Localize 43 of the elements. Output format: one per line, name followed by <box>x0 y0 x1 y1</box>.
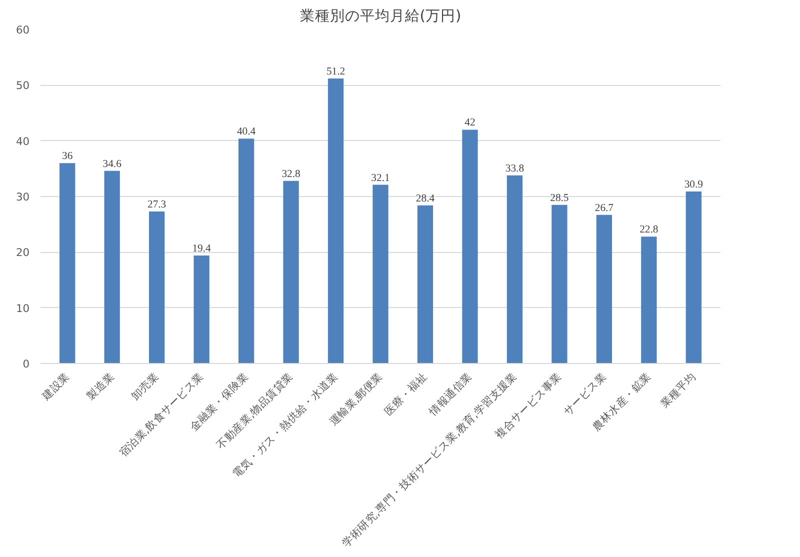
bar <box>60 163 76 364</box>
data-label: 33.8 <box>505 163 524 174</box>
bar <box>194 256 210 364</box>
y-tick-label: 40 <box>16 134 30 148</box>
data-label: 27.3 <box>147 200 166 211</box>
bar <box>506 175 523 364</box>
x-tick-label: 製造業 <box>84 370 117 402</box>
y-tick-label: 60 <box>16 24 30 36</box>
y-tick-label: 20 <box>16 246 30 260</box>
bar <box>372 184 388 364</box>
data-label: 34.6 <box>102 158 122 170</box>
bar <box>148 212 165 364</box>
y-tick-label: 30 <box>16 190 30 204</box>
y-tick-label: 50 <box>16 79 30 92</box>
x-tick-label: 建設業 <box>38 370 72 404</box>
bar <box>686 191 702 364</box>
data-label: 51.2 <box>326 66 346 78</box>
y-tick-label: 10 <box>16 302 30 315</box>
x-tick-label: 業種平均 <box>658 370 698 410</box>
data-label: 32.1 <box>371 172 390 184</box>
bar <box>641 236 657 364</box>
x-tick-label: 医療・福祉 <box>382 370 430 418</box>
data-label: 40.4 <box>236 126 256 138</box>
bar <box>462 130 478 364</box>
chart-title: 業種別の平均月給(万円) <box>300 8 462 24</box>
bar <box>328 78 344 364</box>
bar <box>104 170 120 364</box>
data-label: 28.4 <box>416 193 436 204</box>
bar <box>238 138 254 364</box>
bar <box>552 204 568 364</box>
x-tick-label: 卸売業 <box>128 370 162 402</box>
bar <box>283 180 299 364</box>
data-label: 22.8 <box>640 224 658 236</box>
data-label: 36 <box>62 151 74 162</box>
y-tick-label: 0 <box>22 358 30 370</box>
bar <box>596 214 612 364</box>
data-label: 19.4 <box>192 244 212 255</box>
data-label: 32.8 <box>282 168 300 180</box>
bar <box>417 205 434 364</box>
data-label: 30.9 <box>684 179 703 190</box>
data-label: 28.5 <box>550 192 569 204</box>
data-label: 42 <box>464 118 476 129</box>
data-label: 26.7 <box>594 202 614 214</box>
